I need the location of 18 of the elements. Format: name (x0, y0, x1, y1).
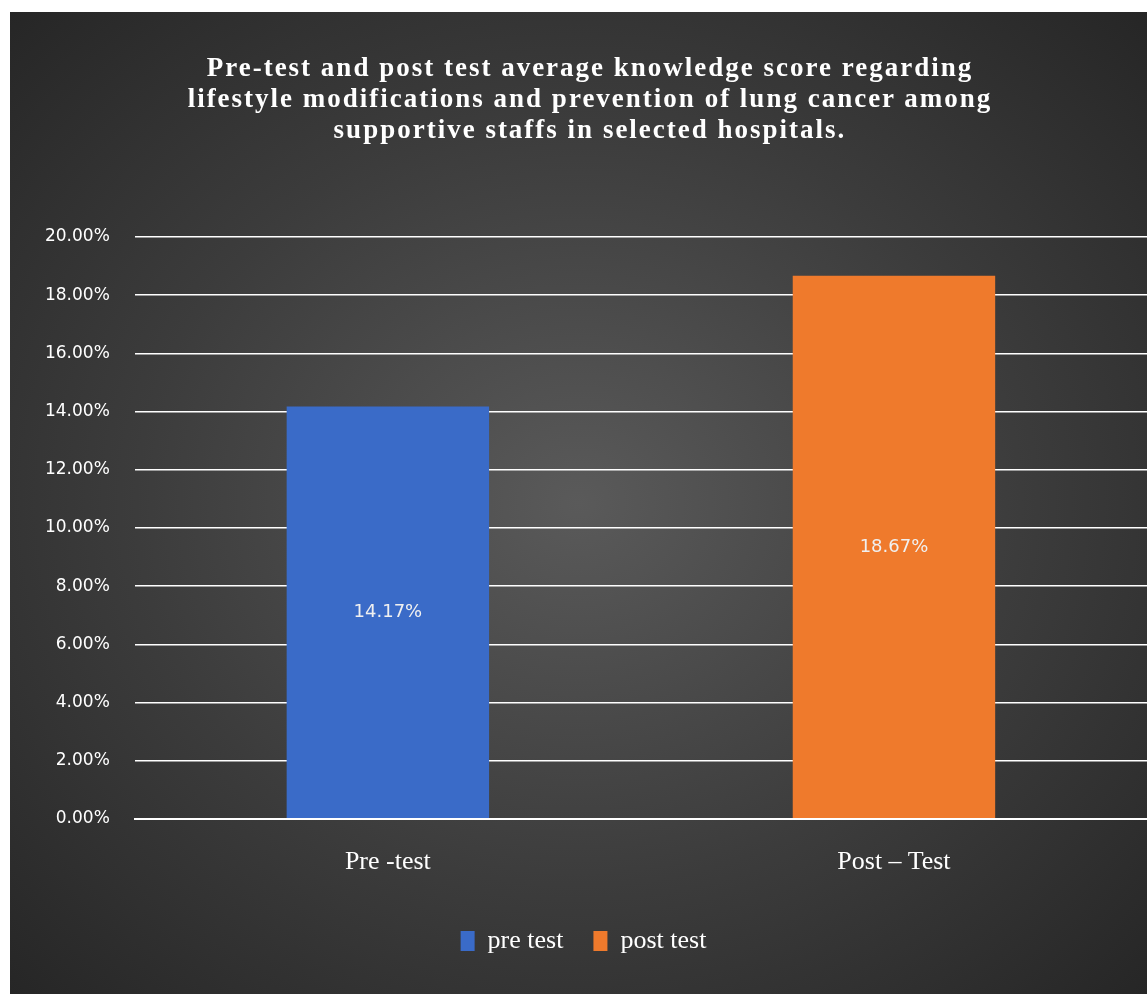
data-label: 14.17% (353, 599, 423, 621)
legend-label: pre test (487, 924, 565, 954)
y-tick-label: 2.00% (55, 749, 110, 770)
y-tick-label: 4.00% (55, 690, 110, 711)
y-tick-label: 6.00% (55, 632, 110, 653)
y-tick-label: 10.00% (44, 516, 110, 537)
x-tick-label: Post – Test (837, 846, 952, 876)
data-label: 18.67% (859, 534, 929, 556)
y-tick-label: 20.00% (44, 225, 110, 246)
legend-label: post test (620, 924, 708, 954)
y-tick-label: 8.00% (55, 574, 110, 595)
y-tick-label: 16.00% (44, 341, 110, 362)
chart-title: Pre-test and post test average knowledge score regarding lifestyle modifications and prevention of lung cancer among supportive staffs in selected hospitals. (186, 52, 994, 145)
y-tick-label: 12.00% (44, 458, 110, 479)
x-tick-label: Pre -test (344, 846, 432, 876)
y-tick-label: 18.00% (44, 283, 110, 304)
y-tick-label: 14.00% (44, 399, 110, 420)
y-tick-label: 0.00% (55, 807, 110, 828)
